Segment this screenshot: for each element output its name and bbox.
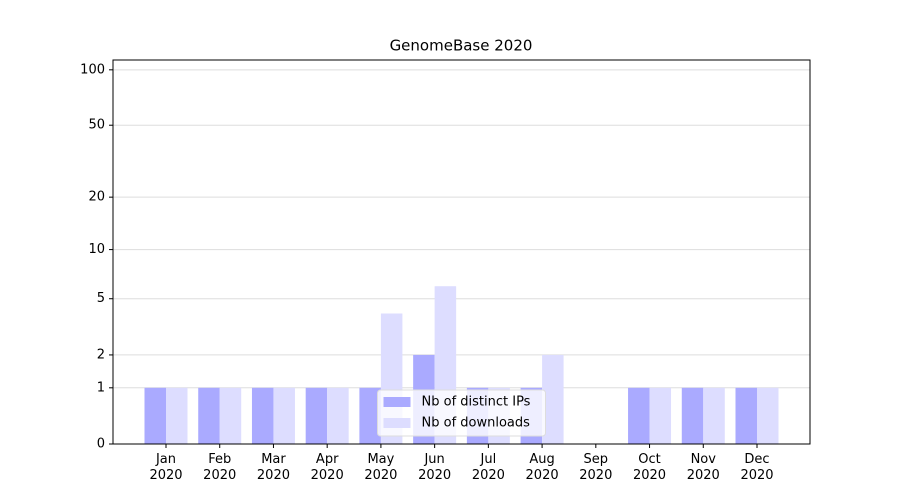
- x-tick-label: Apr 2020: [310, 452, 344, 483]
- plot-frame: [112, 59, 811, 445]
- x-tick-label: May 2020: [364, 452, 398, 483]
- bar: [628, 387, 650, 444]
- y-tick-label: 2: [97, 347, 105, 362]
- x-tick-label: Mar 2020: [256, 452, 290, 483]
- y-tick-label: 0: [97, 437, 105, 452]
- bar: [327, 387, 349, 444]
- y-tick-label: 1: [97, 380, 105, 395]
- bar: [649, 387, 672, 444]
- bar: [144, 387, 166, 444]
- legend-label: Nb of downloads: [422, 416, 531, 431]
- y-tick-label: 10: [88, 242, 105, 257]
- bar: [219, 387, 242, 444]
- bar: [757, 387, 779, 444]
- y-tick-label: 100: [80, 62, 105, 77]
- x-tick-label: Dec 2020: [740, 452, 774, 483]
- chart-title: GenomeBase 2020: [390, 37, 533, 55]
- bar: [681, 387, 704, 444]
- bar: [273, 387, 295, 444]
- x-tick-label: Nov 2020: [686, 452, 720, 483]
- x-tick-label: Jan 2020: [149, 452, 183, 483]
- bar: [166, 387, 188, 444]
- legend-swatch: [383, 418, 411, 428]
- x-tick-label: Oct 2020: [632, 452, 667, 483]
- x-tick-label: Jul 2020: [471, 452, 505, 483]
- legend-swatch: [383, 397, 411, 407]
- bar: [735, 387, 757, 444]
- bar: [359, 387, 381, 444]
- x-tick-label: Feb 2020: [203, 452, 237, 483]
- x-tick-label: Aug 2020: [525, 452, 559, 483]
- y-tick-label: 5: [97, 291, 105, 306]
- y-tick-label: 50: [88, 118, 105, 133]
- bar: [251, 387, 274, 444]
- bar: [305, 387, 328, 444]
- legend: Nb of distinct IPs Nb of downloads: [377, 389, 546, 437]
- y-tick-label: 20: [88, 190, 105, 205]
- legend-box: [377, 389, 546, 437]
- bar: [198, 387, 220, 444]
- bar: [542, 354, 564, 444]
- bar: [703, 387, 725, 444]
- legend-label: Nb of distinct IPs: [422, 395, 531, 410]
- x-tick-label: Jun 2020: [418, 452, 452, 483]
- x-tick-label: Sep 2020: [579, 452, 613, 483]
